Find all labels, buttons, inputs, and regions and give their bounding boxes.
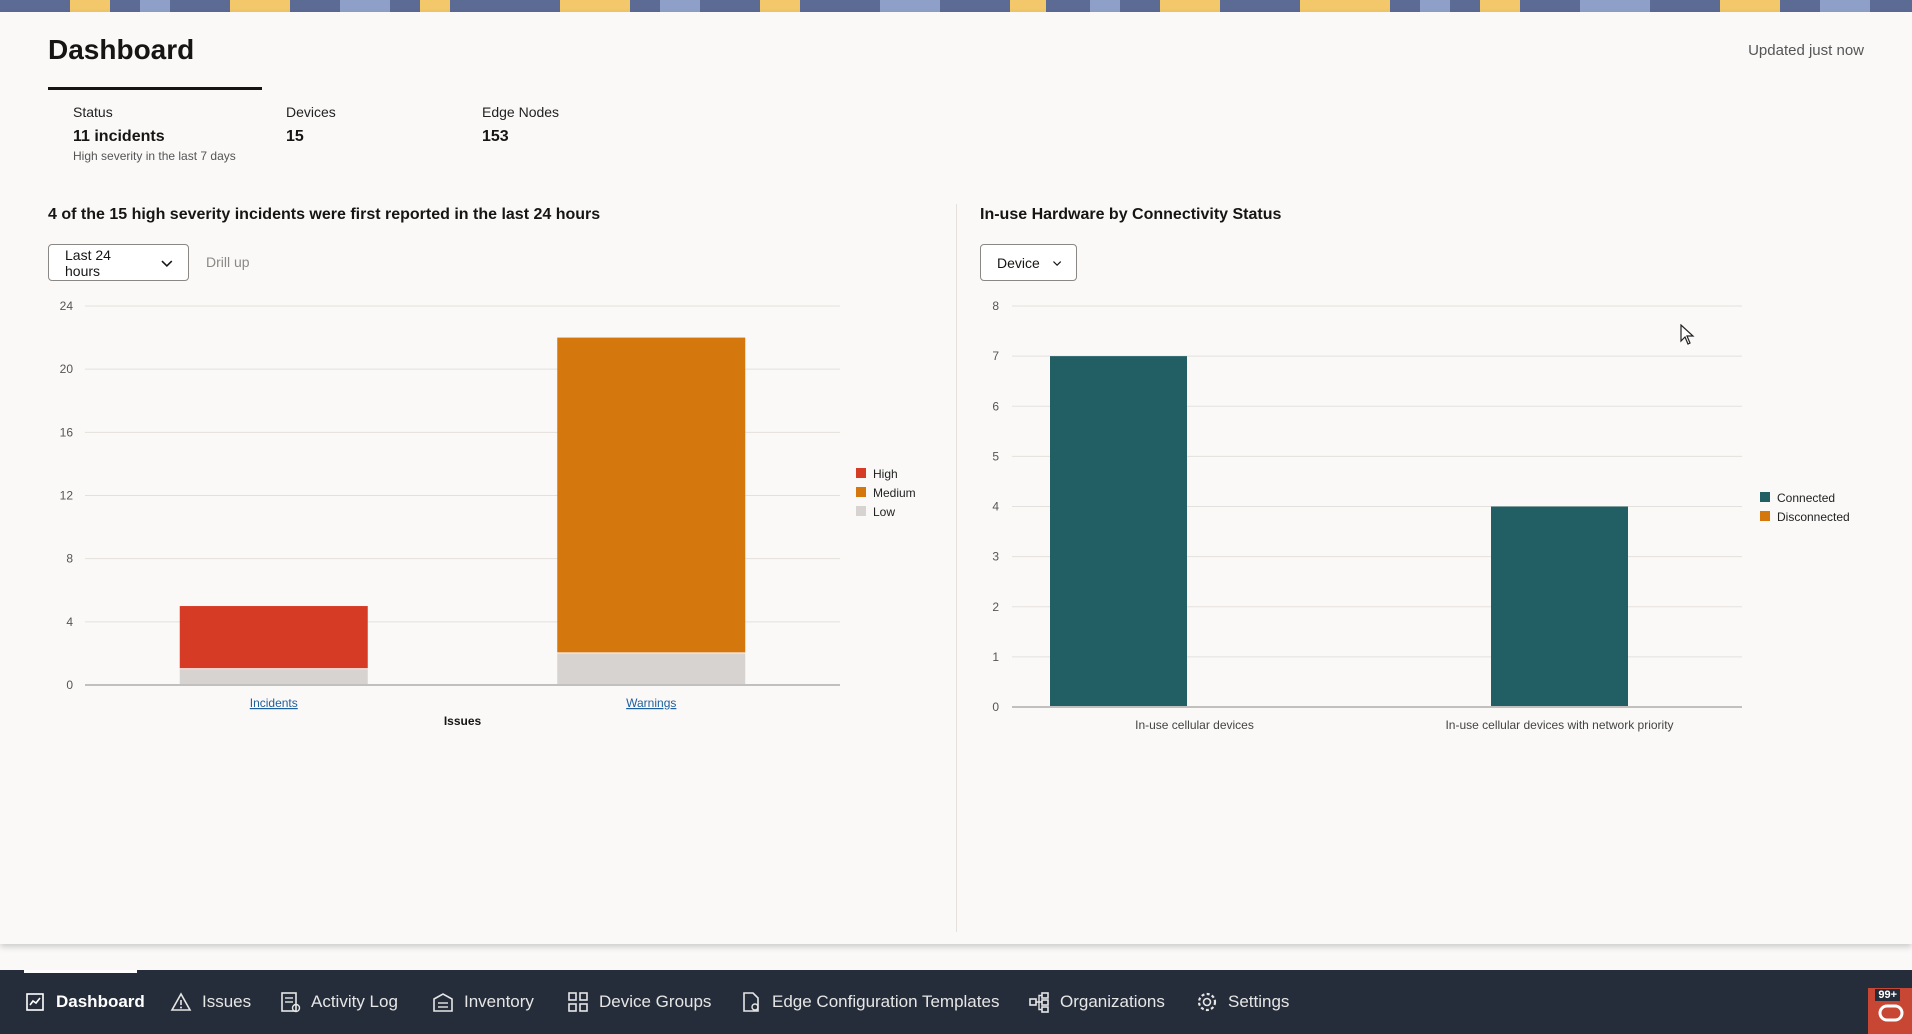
bar-low-incidents[interactable] (179, 669, 368, 684)
nav-item-label: Activity Log (311, 992, 398, 1011)
active-nav-indicator (24, 970, 137, 973)
bar-connected-0[interactable] (1050, 356, 1187, 706)
bar-medium-warnings[interactable] (557, 337, 746, 653)
activity-log-icon (281, 992, 301, 1013)
issues-chart-title: 4 of the 15 high severity incidents were… (48, 206, 601, 223)
y-tick-label: 20 (60, 362, 74, 376)
y-tick-label: 2 (992, 600, 999, 614)
edge-nodes-stat-label: Edge Nodes (482, 104, 560, 120)
y-tick-label: 8 (66, 552, 73, 566)
hardware-bar-chart: 0 1 2 3 4 5 6 7 8 In-use cellular devices In-use c… (992, 299, 1850, 732)
nav-item-device-groups[interactable]: Device Groups (567, 970, 711, 1034)
nav-item-label: Settings (1228, 992, 1290, 1011)
y-tick-label: 7 (992, 349, 999, 363)
warning-triangle-icon (170, 992, 192, 1011)
devices-stat-value: 15 (286, 128, 304, 145)
legend-swatch-low (856, 506, 866, 516)
nav-item-activity-log[interactable]: Activity Log (279, 970, 398, 1034)
updated-status: Updated just now (1748, 42, 1864, 59)
hardware-type-select[interactable]: Device (980, 244, 1077, 281)
hardware-chart-title: In-use Hardware by Connectivity Status (980, 206, 1282, 223)
status-stat-label: Status (73, 104, 113, 120)
y-tick-label: 16 (60, 425, 74, 439)
legend-label-high[interactable]: High (873, 467, 898, 481)
legend-label-low[interactable]: Low (873, 505, 895, 519)
device-groups-icon (568, 992, 588, 1012)
bar-low-warnings[interactable] (557, 653, 746, 684)
organization-tree-icon (1029, 992, 1049, 1013)
inventory-icon (433, 993, 453, 1012)
y-tick-label: 8 (992, 299, 999, 313)
stats-selected-underline (48, 87, 262, 90)
legend-label-connected[interactable]: Connected (1777, 491, 1835, 505)
nav-item-issues[interactable]: Issues (170, 970, 251, 1034)
legend-label-disconnected[interactable]: Disconnected (1777, 510, 1850, 524)
nav-item-label: Device Groups (599, 992, 712, 1011)
mouse-cursor-icon (1680, 324, 1695, 345)
decorative-banner (0, 0, 1912, 12)
drill-up-button[interactable]: Drill up (206, 254, 250, 270)
chevron-down-icon (161, 259, 173, 267)
bar-connected-1[interactable] (1491, 506, 1628, 707)
y-tick-label: 3 (992, 550, 999, 564)
oracle-logo-icon (1878, 1004, 1904, 1022)
issues-bar-chart: 0 4 8 12 16 20 24 Incidents Warnings Issues High Me… (60, 299, 916, 728)
nav-item-label: Issues (202, 992, 252, 1011)
page-title: Dashboard (48, 34, 195, 65)
hardware-type-select-value: Device (997, 254, 1040, 271)
document-gear-icon (743, 992, 759, 1012)
legend-swatch-medium (856, 487, 866, 497)
status-stat[interactable]: Status 11 incidents High severity in the… (73, 104, 236, 163)
notification-count-badge: 99+ (1875, 989, 1900, 1001)
nav-item-label: Edge Configuration Templates (772, 992, 1000, 1011)
devices-stat-label: Devices (286, 104, 336, 120)
y-tick-label: 6 (992, 399, 999, 413)
dashboard-panel: Dashboard Updated just now Status 11 inc… (0, 12, 1912, 944)
y-tick-label: 12 (60, 489, 74, 503)
time-range-select[interactable]: Last 24 hours (48, 244, 189, 281)
y-tick-label: 5 (992, 449, 999, 463)
nav-item-organizations[interactable]: Organizations (1028, 970, 1165, 1034)
legend-swatch-high (856, 468, 866, 478)
nav-item-settings[interactable]: Settings (1196, 970, 1289, 1034)
x-category-link-warnings[interactable]: Warnings (626, 696, 676, 710)
nav-item-dashboard[interactable]: Dashboard (24, 970, 145, 1034)
nav-item-label: Organizations (1060, 992, 1165, 1011)
legend-swatch-connected (1760, 492, 1770, 502)
status-stat-subtext: High severity in the last 7 days (73, 149, 236, 163)
y-tick-label: 1 (992, 650, 999, 664)
x-category-label: In-use cellular devices (1135, 718, 1254, 732)
y-tick-label: 0 (66, 678, 73, 692)
x-category-link-incidents[interactable]: Incidents (250, 696, 298, 710)
status-stat-value: 11 incidents (73, 128, 165, 145)
chevron-down-icon (1052, 260, 1061, 266)
legend-label-medium[interactable]: Medium (873, 486, 916, 500)
x-category-label: In-use cellular devices with network pri… (1445, 718, 1673, 732)
legend-swatch-disconnected (1760, 511, 1770, 521)
bar-high-incidents[interactable] (179, 606, 368, 669)
section-divider (956, 204, 957, 932)
edge-nodes-stat-value: 153 (482, 128, 509, 145)
x-axis-title: Issues (444, 714, 482, 728)
nav-item-label: Inventory (464, 992, 534, 1011)
nav-item-label: Dashboard (56, 992, 145, 1011)
nav-item-inventory[interactable]: Inventory (432, 970, 534, 1034)
edge-nodes-stat[interactable]: Edge Nodes 153 (482, 104, 559, 146)
nav-item-edge-configuration-templates[interactable]: Edge Configuration Templates (740, 970, 999, 1034)
dashboard-icon (26, 993, 44, 1011)
bottom-navigation: Dashboard Issues Activity Log Inventory Devi… (0, 970, 1912, 1034)
y-tick-label: 24 (60, 299, 74, 313)
y-tick-label: 4 (66, 615, 73, 629)
time-range-select-value: Last 24 hours (65, 246, 111, 279)
y-tick-label: 0 (992, 700, 999, 714)
y-tick-label: 4 (992, 500, 999, 514)
gear-icon (1197, 992, 1217, 1012)
devices-stat[interactable]: Devices 15 (286, 104, 336, 146)
